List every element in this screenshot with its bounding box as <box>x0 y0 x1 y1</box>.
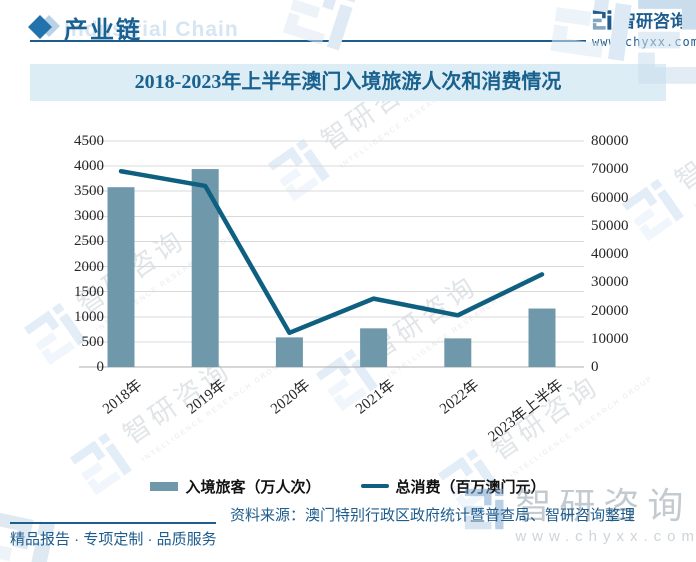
x-axis-label-2020年: 2020年 <box>268 377 314 418</box>
y-axis-left-tick-label: 4000 <box>74 158 104 175</box>
y-axis-left-tick-label: 500 <box>81 333 105 350</box>
y-axis-right-tick-label: 60000 <box>591 189 629 206</box>
footer-divider <box>10 522 216 524</box>
y-axis-right-tick-label: 40000 <box>591 246 629 262</box>
brand-block: 智研咨询 www.chyxx.com <box>592 7 696 49</box>
chart-title: 2018-2023年上半年澳门入境旅游人次和消费情况 <box>30 64 666 101</box>
bar-2020年 <box>275 337 303 367</box>
legend: 入境旅客（万人次） 总消费（百万澳门元） <box>0 474 696 498</box>
consumption-line <box>118 168 545 336</box>
bar-2022年 <box>444 338 472 367</box>
footer-tagline: 精品报告 · 专项定制 · 品质服务 <box>10 531 217 548</box>
plot-area <box>79 140 584 368</box>
y-axis-right-tick-label: 30000 <box>591 274 629 291</box>
y-axis-right-tick-label: 50000 <box>591 217 629 234</box>
y-axis-right-tick-label: 70000 <box>591 161 629 178</box>
y-axis-right-tick-label: 0 <box>591 359 599 375</box>
y-axis-left-tick-label: 3500 <box>74 183 104 200</box>
y-axis-left-tick-label: 2000 <box>74 258 104 275</box>
watermark-logo-icon <box>282 0 358 51</box>
legend-item-consumption: 总消费（百万澳门元） <box>360 476 546 497</box>
y-axis-right-tick-label: 80000 <box>591 133 629 149</box>
data-source: 资料来源：澳门特别行政区政府统计暨普查局、智研咨询整理 <box>230 507 636 524</box>
y-axis-left-tick-label: 1500 <box>74 283 104 300</box>
y-axis-right-tick-label: 20000 <box>591 302 629 319</box>
y-axis-left-tick-label: 1000 <box>74 308 104 325</box>
bar-2021年 <box>360 328 388 367</box>
legend-label-visitors: 入境旅客（万人次） <box>185 478 321 496</box>
watermark-brand-text: 智研咨询 <box>669 100 696 196</box>
watermark-bottom-right: 智研咨询 www.chyxx.com <box>463 486 696 545</box>
zhiyan-logo-icon <box>592 9 612 30</box>
header-divider <box>30 40 586 42</box>
header-subtitle-en: Industrial Chain <box>64 18 239 41</box>
x-axis-label-2022年: 2022年 <box>436 377 483 418</box>
y-axis-left-tick-label: 0 <box>96 359 105 375</box>
bar-2023年上半年 <box>528 308 556 367</box>
line-swatch-icon <box>360 484 389 488</box>
watermark-brand: 智研咨询 <box>515 485 692 526</box>
legend-label-consumption: 总消费（百万澳门元） <box>395 478 546 496</box>
watermark-subtext: INTELLIGENCE RESEARCH GROUP <box>140 358 287 464</box>
diamond-icon <box>28 15 60 39</box>
y-axis-left-tick-label: 3000 <box>74 208 104 225</box>
y-axis-right-tick-label: 10000 <box>591 330 629 347</box>
y-axis-left-tick-label: 4500 <box>74 133 104 149</box>
x-axis-label-2021年: 2021年 <box>352 377 398 418</box>
watermark-brand-text: 智研咨询 <box>117 354 237 450</box>
x-axis-label-2023年上半年: 2023年上半年 <box>485 377 567 446</box>
watermark-site: www.chyxx.com <box>515 527 696 545</box>
x-axis-label-2019年: 2019年 <box>184 377 230 418</box>
y-axis-left-tick-label: 2500 <box>74 233 104 250</box>
brand-website: www.chyxx.com <box>592 35 696 49</box>
brand-name: 智研咨询 <box>619 12 687 31</box>
bar-2018年 <box>107 187 135 367</box>
legend-item-visitors: 入境旅客（万人次） <box>150 476 321 497</box>
bar-swatch-icon <box>150 481 179 491</box>
page-title: 产业链 <box>64 17 142 44</box>
x-axis-label-2018年: 2018年 <box>99 377 146 418</box>
